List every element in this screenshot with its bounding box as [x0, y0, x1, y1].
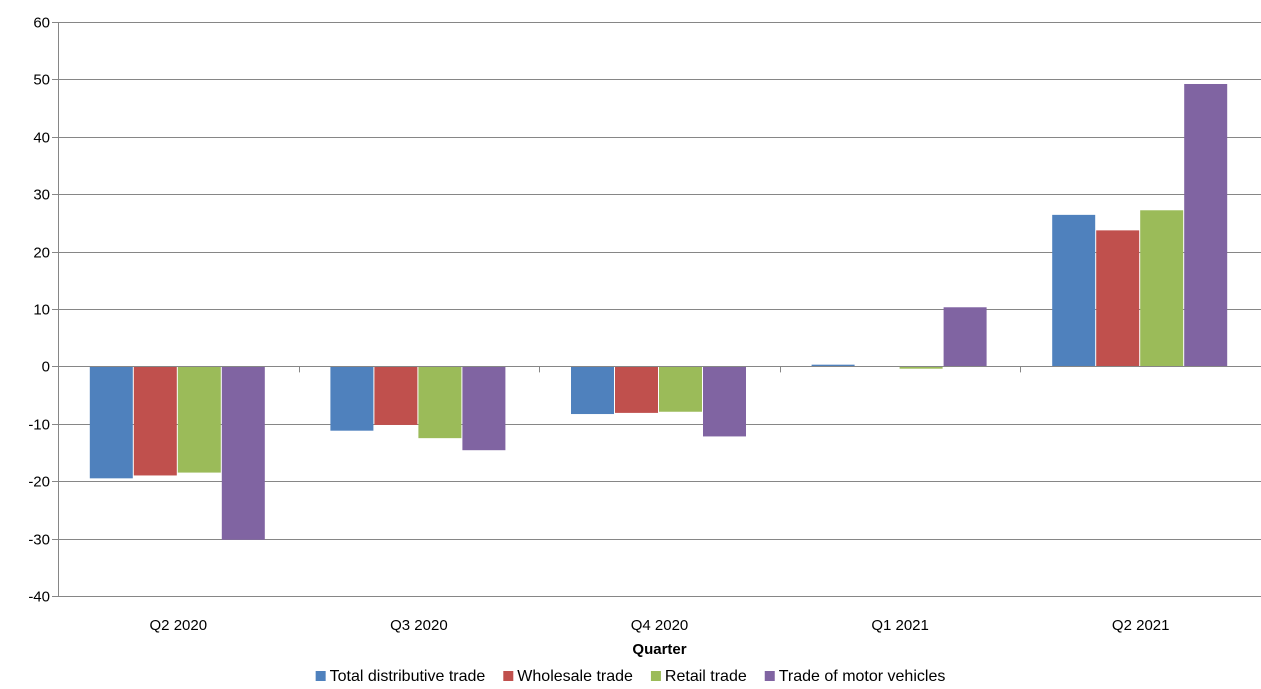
legend-swatch	[764, 671, 775, 681]
y-tick-label: -10	[28, 417, 50, 434]
bar	[811, 364, 855, 367]
axes	[52, 22, 1261, 597]
x-tick-label: Q2 2021	[1112, 617, 1170, 634]
y-tick-label: 50	[33, 72, 50, 89]
legend-label: Retail trade	[665, 668, 747, 685]
bar	[133, 366, 177, 476]
bar	[221, 366, 265, 540]
bar	[89, 366, 133, 479]
legend: Total distributive trade Wholesale trade R…	[315, 668, 946, 685]
bar	[330, 366, 374, 431]
legend-label: Wholesale trade	[517, 668, 633, 685]
bar	[615, 366, 658, 413]
y-tick-label: 60	[33, 15, 50, 32]
bar	[899, 366, 943, 369]
y-tick-label: 20	[33, 245, 50, 262]
bar	[374, 366, 418, 425]
x-tick-label: Q3 2020	[390, 617, 448, 634]
y-tick-label: -20	[28, 474, 50, 491]
bar	[571, 366, 614, 415]
bar	[1140, 210, 1184, 367]
y-tick-label: 0	[42, 359, 50, 376]
legend-swatch	[650, 671, 661, 681]
y-tick-label: 30	[33, 187, 50, 204]
bar	[703, 366, 746, 437]
bars	[89, 83, 1228, 540]
bar	[1184, 83, 1228, 367]
y-tick-label: -30	[28, 532, 50, 549]
legend-label: Trade of motor vehicles	[779, 668, 946, 685]
y-tick-label: 10	[33, 302, 50, 319]
x-tick-label: Q2 2020	[150, 617, 208, 634]
bar	[177, 366, 221, 473]
bar	[659, 366, 702, 412]
bar	[1052, 214, 1096, 367]
legend-swatch	[503, 671, 514, 681]
x-tick-labels: Q2 2020 Q3 2020 Q4 2020 Q1 2021 Q2 2021	[150, 617, 1170, 634]
bar	[462, 366, 506, 451]
bar	[943, 307, 987, 367]
x-tick-label: Q4 2020	[631, 617, 689, 634]
y-tick-label: 40	[33, 130, 50, 147]
legend-label: Total distributive trade	[330, 668, 486, 685]
bar	[418, 366, 462, 439]
bar	[1096, 230, 1140, 367]
x-tick-label: Q1 2021	[871, 617, 929, 634]
x-axis-title: Quarter	[632, 641, 686, 658]
y-tick-label: -40	[28, 589, 50, 606]
y-tick-labels: 60 50 40 30 20 10 0 -10 -20 -30 -40	[28, 15, 50, 606]
legend-swatch	[315, 671, 326, 681]
